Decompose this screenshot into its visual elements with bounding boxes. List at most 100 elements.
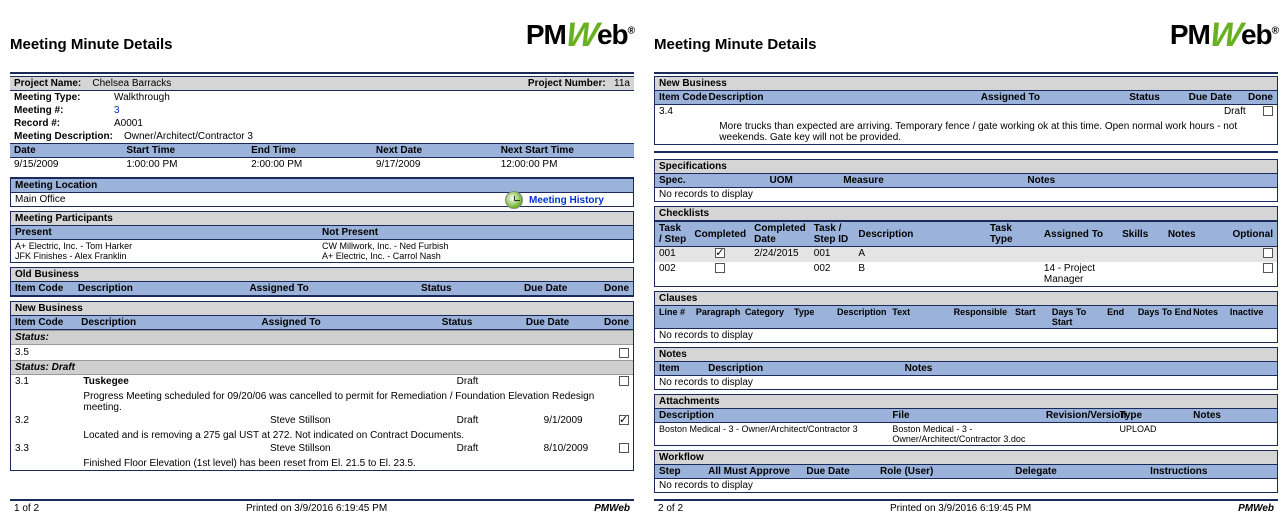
- page-title: Meeting Minute Details: [10, 36, 173, 53]
- meeting-desc: Owner/Architect/Contractor 3: [124, 131, 253, 142]
- clauses-section: Clauses: [655, 292, 1277, 306]
- nb-r1-code: 3.2: [11, 414, 79, 429]
- page1-num: 1 of 2: [14, 503, 39, 514]
- specs-group: Specifications Spec. UOM Measure Notes N…: [654, 159, 1278, 202]
- page-header: Meeting Minute Details PMWeb®: [10, 8, 634, 68]
- nb-h1: Description: [81, 317, 261, 328]
- present-1: JFK Finishes - Alex Franklin: [15, 251, 322, 261]
- meeting-type-label: Meeting Type:: [14, 92, 114, 103]
- workflow-empty: No records to display: [655, 479, 1277, 492]
- project-band: Project Name: Chelsea Barracks Project N…: [10, 76, 634, 91]
- page-1: Meeting Minute Details PMWeb® Project Na…: [0, 0, 644, 520]
- clauses-empty: No records to display: [655, 329, 1277, 342]
- nb-r1-desc: Located and is removing a 275 gal UST at…: [79, 429, 633, 442]
- nb2-h3: Status: [1129, 92, 1188, 103]
- record-label: Record #:: [14, 118, 114, 129]
- nb-r1-status: Draft: [453, 414, 540, 429]
- nb2-done[interactable]: [1263, 106, 1273, 116]
- schedule-table: Date Start Time End Time Next Date Next …: [10, 143, 634, 171]
- old-business-group: Old Business Item Code Description Assig…: [10, 267, 634, 297]
- page-2: Meeting Minute Details PMWeb® New Busine…: [644, 0, 1288, 520]
- nb-h0: Item Code: [15, 317, 81, 328]
- nb-h5: Done: [604, 317, 629, 328]
- cl-h9: Optional: [1228, 222, 1277, 247]
- nb-status-blank: Status:: [11, 330, 633, 345]
- cl-r1-id: 002: [810, 262, 855, 286]
- cl-r1-completed[interactable]: [715, 263, 725, 273]
- checklists-group: Checklists Task / Step Completed Complet…: [654, 206, 1278, 287]
- notes-group: Notes Item Description Notes No records …: [654, 347, 1278, 390]
- participants-group: Meeting Participants Present Not Present…: [10, 211, 634, 263]
- sched-h-end: End Time: [247, 144, 372, 158]
- page2-header: Meeting Minute Details PMWeb®: [654, 8, 1278, 68]
- spec-h0: Spec.: [659, 175, 770, 186]
- nb-h4: Due Date: [526, 317, 604, 328]
- notpresent-1: A+ Electric, Inc. - Carrol Nash: [322, 251, 449, 261]
- cl-h1: Completed: [690, 222, 750, 247]
- ob-h0: Item Code: [15, 283, 78, 294]
- workflow-section: Workflow: [655, 451, 1277, 465]
- spec-h3: Notes: [1027, 175, 1055, 186]
- nb2-h0: Item Code: [659, 92, 708, 103]
- project-number: 11a: [614, 78, 630, 89]
- spec-h2: Measure: [843, 175, 1027, 186]
- meeting-num-label: Meeting #:: [14, 105, 114, 116]
- nb-pending-code: 3.5: [15, 347, 83, 358]
- sched-h-date: Date: [10, 144, 122, 158]
- cl-r0-completed[interactable]: [715, 248, 725, 258]
- nb2-status: Draft: [1220, 105, 1251, 120]
- project-name: Chelsea Barracks: [92, 78, 171, 89]
- ob-h4: Due Date: [524, 283, 604, 294]
- cl-h0: Task / Step: [655, 222, 690, 247]
- nb-r0-done[interactable]: [619, 376, 629, 386]
- clock-icon: [505, 191, 523, 209]
- nb2-h4: Due Date: [1189, 92, 1248, 103]
- nb-r2-due: 8/10/2009: [540, 442, 608, 457]
- sched-date: 9/15/2009: [10, 158, 122, 172]
- sched-h-next: Next Date: [372, 144, 497, 158]
- nb-rows: 3.1 Tuskegee Draft Progress Meeting sche…: [11, 375, 633, 470]
- new-business-section: New Business: [11, 302, 633, 316]
- cl-r1-step: 002: [655, 262, 690, 286]
- cl-r0-step: 001: [655, 247, 690, 263]
- nb-r1-due: 9/1/2009: [540, 414, 608, 429]
- meeting-type: Walkthrough: [114, 92, 170, 103]
- nb-r2-desc: Finished Floor Elevation (1st level) has…: [79, 457, 633, 470]
- nb-r2-done[interactable]: [619, 443, 629, 453]
- page2-footer: 2 of 2 Printed on 3/9/2016 6:19:45 PM PM…: [654, 499, 1278, 516]
- nb-r1-done[interactable]: [619, 415, 629, 425]
- logo: PMWeb®: [526, 14, 634, 53]
- cl-h7: Skills: [1118, 222, 1164, 247]
- page1-footer: 1 of 2 Printed on 3/9/2016 6:19:45 PM PM…: [10, 499, 634, 516]
- sched-start: 1:00:00 PM: [122, 158, 247, 172]
- nb-h3: Status: [442, 317, 526, 328]
- cl-r0-date: 2/24/2015: [750, 247, 810, 263]
- meeting-history-link[interactable]: Meeting History: [505, 191, 604, 209]
- workflow-group: Workflow Step All Must Approve Due Date …: [654, 450, 1278, 493]
- att-file: Boston Medical - 3 - Owner/Architect/Con…: [892, 424, 1046, 444]
- nb-r0-title: Tuskegee: [83, 376, 128, 387]
- record-value: A0001: [114, 118, 143, 129]
- nb-pending-done[interactable]: [619, 348, 629, 358]
- meeting-num-link[interactable]: 3: [114, 105, 120, 116]
- nb-status-draft: Status: Draft: [11, 360, 633, 375]
- attachments-section: Attachments: [655, 395, 1277, 409]
- cl-r0-desc: A: [854, 247, 986, 263]
- cl-r0-opt[interactable]: [1263, 248, 1273, 258]
- page2-num: 2 of 2: [658, 503, 683, 514]
- nb-r2-status: Draft: [453, 442, 540, 457]
- attachments-group: Attachments Description File Revision/Ve…: [654, 394, 1278, 446]
- meeting-desc-label: Meeting Description:: [14, 131, 124, 142]
- logo-eb: eb: [597, 19, 628, 50]
- cl-r1-opt[interactable]: [1263, 263, 1273, 273]
- nb2-h5: Done: [1248, 92, 1273, 103]
- logo2: PMWeb®: [1170, 14, 1278, 53]
- ob-h1: Description: [78, 283, 250, 294]
- clauses-group: Clauses Line # Paragraph Category Type D…: [654, 291, 1278, 343]
- nb2-h2: Assigned To: [981, 92, 1129, 103]
- cl-r0-id: 001: [810, 247, 855, 263]
- cl-h8: Notes: [1164, 222, 1229, 247]
- present-0: A+ Electric, Inc. - Tom Harker: [15, 241, 322, 251]
- nb-r0-due: [540, 375, 608, 390]
- att-type: UPLOAD: [1119, 424, 1193, 444]
